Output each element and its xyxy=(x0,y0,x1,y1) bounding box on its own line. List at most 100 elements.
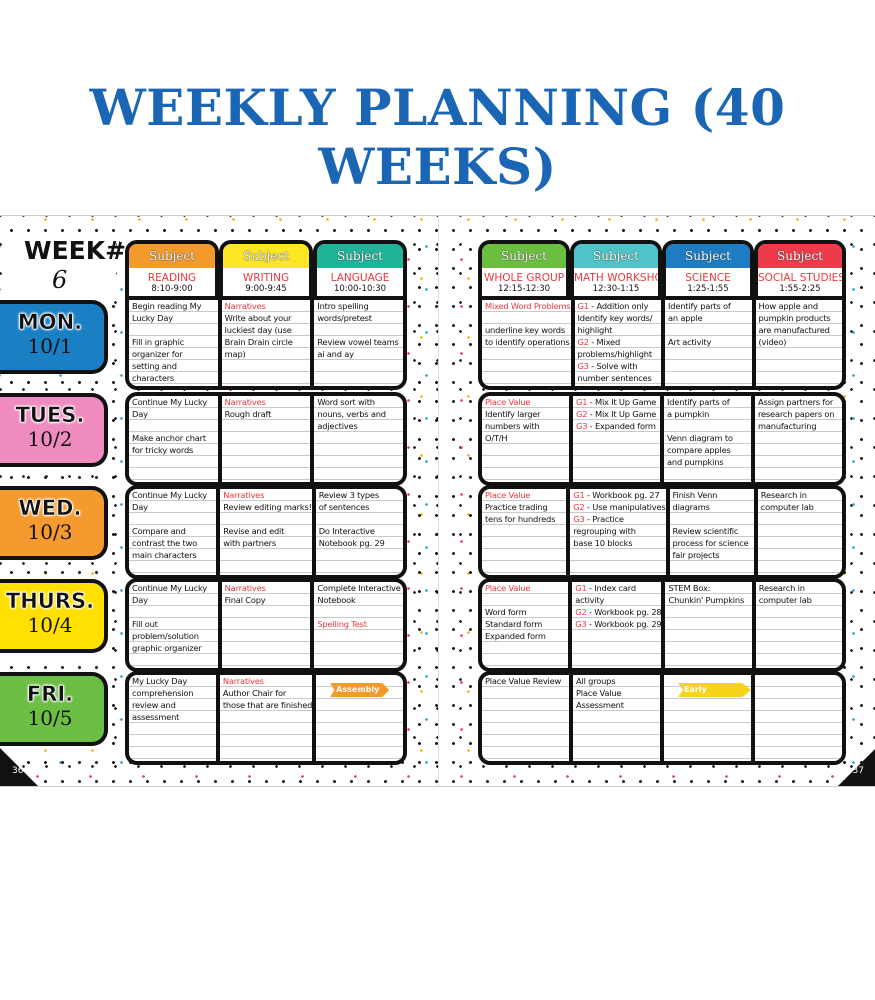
plan-cell[interactable]: Research in computer lab xyxy=(755,582,842,668)
plan-line: diagrams xyxy=(672,502,710,512)
plan-cell[interactable]: Word sort with nouns, verbs and adjectives xyxy=(314,396,403,482)
plan-cell[interactable]: Intro spelling words/pretest Review vowel … xyxy=(314,300,403,386)
plan-line: G1 - Workbook pg. 27 xyxy=(570,489,665,501)
plan-line-highlight: G1 xyxy=(576,397,588,407)
plan-line: G1 - Mix It Up Game xyxy=(573,396,660,408)
week-label: WEEK# xyxy=(24,236,127,265)
plan-line: G3 - Practice xyxy=(570,513,665,525)
page-title: WEEKLY PLANNING (40 WEEKS) xyxy=(89,78,786,196)
plan-cell[interactable]: Place Value Identify larger numbers with O/… xyxy=(482,396,573,482)
plan-line-text: - Addition only xyxy=(588,301,649,311)
subject-time: 8:10-9:00 xyxy=(151,284,193,294)
plan-cell[interactable]: G1 - Addition only Identify key words/hig… xyxy=(574,300,666,386)
plan-line: Narratives xyxy=(222,300,311,312)
plan-line-highlight: Narratives xyxy=(224,583,266,593)
plan-cell[interactable]: Assign partners for research papers on man… xyxy=(755,396,842,482)
plan-line: How apple and xyxy=(758,301,819,311)
day-tab-tues: TUES. 10/2 xyxy=(0,393,108,467)
week-label-bg xyxy=(4,232,116,296)
plan-line: Assessment xyxy=(576,700,624,710)
plan-line: Research in xyxy=(758,583,805,593)
plan-line: Review editing marks! xyxy=(223,502,312,512)
plan-line: of sentences xyxy=(318,502,370,512)
subject-name: READING xyxy=(147,272,197,284)
plan-line: G2 - Workbook pg. 28 xyxy=(572,606,661,618)
plan-cell[interactable]: STEM Box: Chunkin' Pumpkins xyxy=(665,582,756,668)
plan-cell[interactable]: Continue My Lucky Day Fill out problem/solu… xyxy=(129,582,222,668)
plan-cell[interactable]: G1 - Mix It Up Game G2 - Mix It Up Game G3… xyxy=(573,396,664,482)
plan-line: Revise and edit xyxy=(223,526,285,536)
plan-cell[interactable]: Narratives Write about your luckiest day (… xyxy=(221,300,315,386)
day-row-left: Continue My Lucky Day Make anchor chart for… xyxy=(125,392,407,486)
day-name: MON. xyxy=(17,310,83,335)
plan-cell[interactable]: Narratives Final Copy xyxy=(221,582,315,668)
plan-cell[interactable]: Review 3 types of sentences Do Interactive… xyxy=(315,489,403,575)
plan-line: Intro spelling xyxy=(317,301,369,311)
subject-label: Subject xyxy=(223,244,309,268)
plan-line xyxy=(129,420,218,432)
plan-line-highlight: G3 xyxy=(576,421,588,431)
plan-line: All groups xyxy=(576,676,616,686)
plan-cell[interactable]: Mixed Word Problems underline key words to… xyxy=(482,300,575,386)
plan-cell[interactable]: Continue My Lucky Day Compare and contrast … xyxy=(129,489,221,575)
day-date: 10/1 xyxy=(27,334,73,358)
plan-cell[interactable]: Place Value Word form Standard form Expande… xyxy=(482,582,573,668)
plan-line-text: - Mix It Up Game xyxy=(587,397,657,407)
plan-cell[interactable]: Identify parts of a pumpkin Venn diagram t… xyxy=(664,396,755,482)
plan-cell[interactable]: Narratives Review editing marks! Revise an… xyxy=(220,489,316,575)
plan-cell[interactable]: Finish Venn diagrams Review scientific proc… xyxy=(669,489,758,575)
day-tab-thurs: THURS. 10/4 xyxy=(0,579,108,653)
plan-line xyxy=(314,606,403,618)
right-page: 37 xyxy=(438,216,875,786)
day-row-left: Continue My Lucky Day Fill out problem/solu… xyxy=(125,578,407,672)
plan-cell[interactable]: G1 - Index card activity G2 - Workbook pg.… xyxy=(572,582,666,668)
plan-cell[interactable]: My Lucky Day comprehension review and asses… xyxy=(129,675,220,761)
plan-line xyxy=(482,312,571,324)
plan-line-text: - Mix It Up Game xyxy=(587,409,657,419)
plan-line: Finish Venn xyxy=(672,490,718,500)
subject-time: 12:15-12:30 xyxy=(497,284,551,294)
plan-line: STEM Box: xyxy=(668,583,711,593)
plan-cell[interactable]: Begin reading My Lucky Day Fill in graphic… xyxy=(129,300,222,386)
plan-line: Identify parts of xyxy=(668,301,731,311)
plan-line: to identify operations xyxy=(485,337,570,347)
plan-cell[interactable]: All groups Place Value Assessment xyxy=(573,675,664,761)
plan-cell[interactable]: Place Value Review xyxy=(482,675,573,761)
plan-line: words/pretest xyxy=(317,313,372,323)
plan-line: Complete Interactive xyxy=(317,583,401,593)
plan-line: Notebook pg. 29 xyxy=(318,538,385,548)
plan-cell[interactable] xyxy=(755,675,842,761)
plan-cell[interactable]: Early Release xyxy=(664,675,755,761)
day-name: FRI. xyxy=(26,682,74,707)
plan-line-text: - Workbook pg. 29 xyxy=(586,619,662,629)
plan-cell[interactable]: Place Value Practice trading tens for hund… xyxy=(482,489,571,575)
plan-line: Chunkin' Pumpkins xyxy=(668,595,745,605)
plan-line-highlight: G2 xyxy=(577,337,590,347)
plan-line: G1 - Addition only xyxy=(575,300,661,312)
plan-cell[interactable]: Assembly xyxy=(316,675,403,761)
plan-line: manufacturing xyxy=(758,421,817,431)
plan-line: G3 - Workbook pg. 29 xyxy=(572,618,661,630)
plan-cell[interactable]: Complete Interactive Notebook Spelling Tes… xyxy=(314,582,403,668)
plan-line xyxy=(129,513,216,525)
plan-line: map) xyxy=(224,349,246,359)
plan-cell[interactable]: Identify parts of an apple Art activity xyxy=(665,300,756,386)
subject-time: 10:00-10:30 xyxy=(333,284,387,294)
plan-line: G2 - Mixed xyxy=(575,336,661,348)
plan-cell[interactable]: How apple and pumpkin products are manufac… xyxy=(755,300,842,386)
plan-line-highlight: G2 xyxy=(573,502,585,512)
plan-cell[interactable]: G1 - Workbook pg. 27 G2 - Use manipulativ… xyxy=(570,489,670,575)
plan-line: Venn diagram to xyxy=(667,433,733,443)
plan-line: Review vowel teams xyxy=(317,337,399,347)
subject-label: Subject xyxy=(574,244,658,268)
plan-line: Identify larger xyxy=(485,409,541,419)
plan-line xyxy=(664,420,751,432)
plan-cell[interactable]: Research in computer lab xyxy=(757,489,842,575)
plan-cell[interactable]: Narratives Author Chair for those that are… xyxy=(219,675,317,761)
plan-line: Fill in graphic xyxy=(132,337,185,347)
day-tab-fri: FRI. 10/5 xyxy=(0,672,108,746)
plan-line: and pumpkins xyxy=(667,457,724,467)
plan-cell[interactable]: Continue My Lucky Day Make anchor chart for… xyxy=(129,396,222,482)
plan-line: are manufactured xyxy=(758,325,830,335)
plan-cell[interactable]: Narratives Rough draft xyxy=(221,396,315,482)
